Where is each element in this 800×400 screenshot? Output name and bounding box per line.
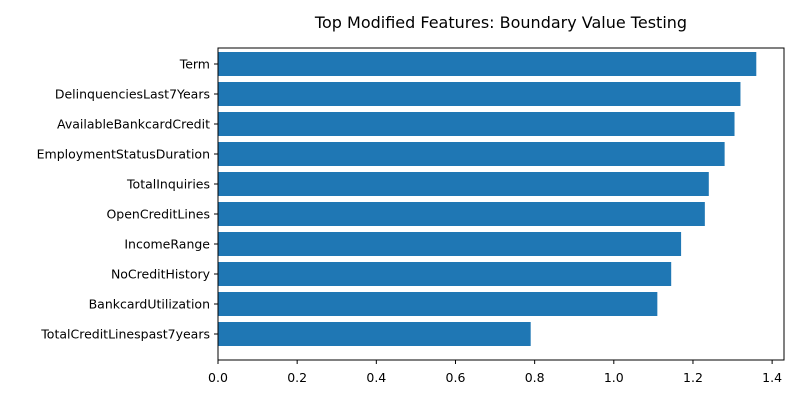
bar-EmploymentStatusDuration bbox=[218, 142, 725, 166]
bar-TotalCreditLinespast7years bbox=[218, 322, 531, 346]
chart-title: Top Modified Features: Boundary Value Te… bbox=[314, 13, 687, 32]
plot-frame bbox=[217, 47, 785, 361]
bar-DelinquenciesLast7Years bbox=[218, 82, 741, 106]
x-tick-label: 0.4 bbox=[366, 370, 386, 385]
x-tick-label: 0.2 bbox=[287, 370, 307, 385]
y-tick-label: NoCreditHistory bbox=[111, 267, 211, 282]
bar-IncomeRange bbox=[218, 232, 682, 256]
x-tick-label: 0.6 bbox=[446, 370, 466, 385]
y-tick-label: TotalInquiries bbox=[126, 177, 210, 192]
x-tick-label: 1.2 bbox=[683, 370, 703, 385]
x-axis: 0.0 0.2 0.4 0.6 0.8 1.0 1.2 1.4 bbox=[208, 360, 782, 385]
y-tick-label: IncomeRange bbox=[124, 237, 210, 252]
y-tick-label: AvailableBankcardCredit bbox=[57, 117, 210, 132]
y-tick-label: OpenCreditLines bbox=[106, 207, 210, 222]
y-tick-label: EmploymentStatusDuration bbox=[37, 147, 210, 162]
y-tick-label: TotalCreditLinespast7years bbox=[40, 327, 210, 342]
y-tick-labels: Term DelinquenciesLast7Years AvailableBank… bbox=[37, 57, 218, 342]
x-tick-label: 0.0 bbox=[208, 370, 228, 385]
y-tick-label: Term bbox=[179, 57, 210, 72]
y-tick-label: DelinquenciesLast7Years bbox=[55, 87, 210, 102]
bar-AvailableBankcardCredit bbox=[218, 112, 735, 136]
x-tick-label: 1.4 bbox=[762, 370, 782, 385]
bar-TotalInquiries bbox=[218, 172, 709, 196]
bar-BankcardUtilization bbox=[218, 292, 658, 316]
bar-Term bbox=[218, 52, 757, 76]
bar-NoCreditHistory bbox=[218, 262, 672, 286]
bars-group bbox=[218, 52, 757, 346]
x-tick-label: 1.0 bbox=[604, 370, 624, 385]
bar-OpenCreditLines bbox=[218, 202, 705, 226]
y-tick-label: BankcardUtilization bbox=[89, 297, 210, 312]
x-tick-label: 0.8 bbox=[525, 370, 545, 385]
